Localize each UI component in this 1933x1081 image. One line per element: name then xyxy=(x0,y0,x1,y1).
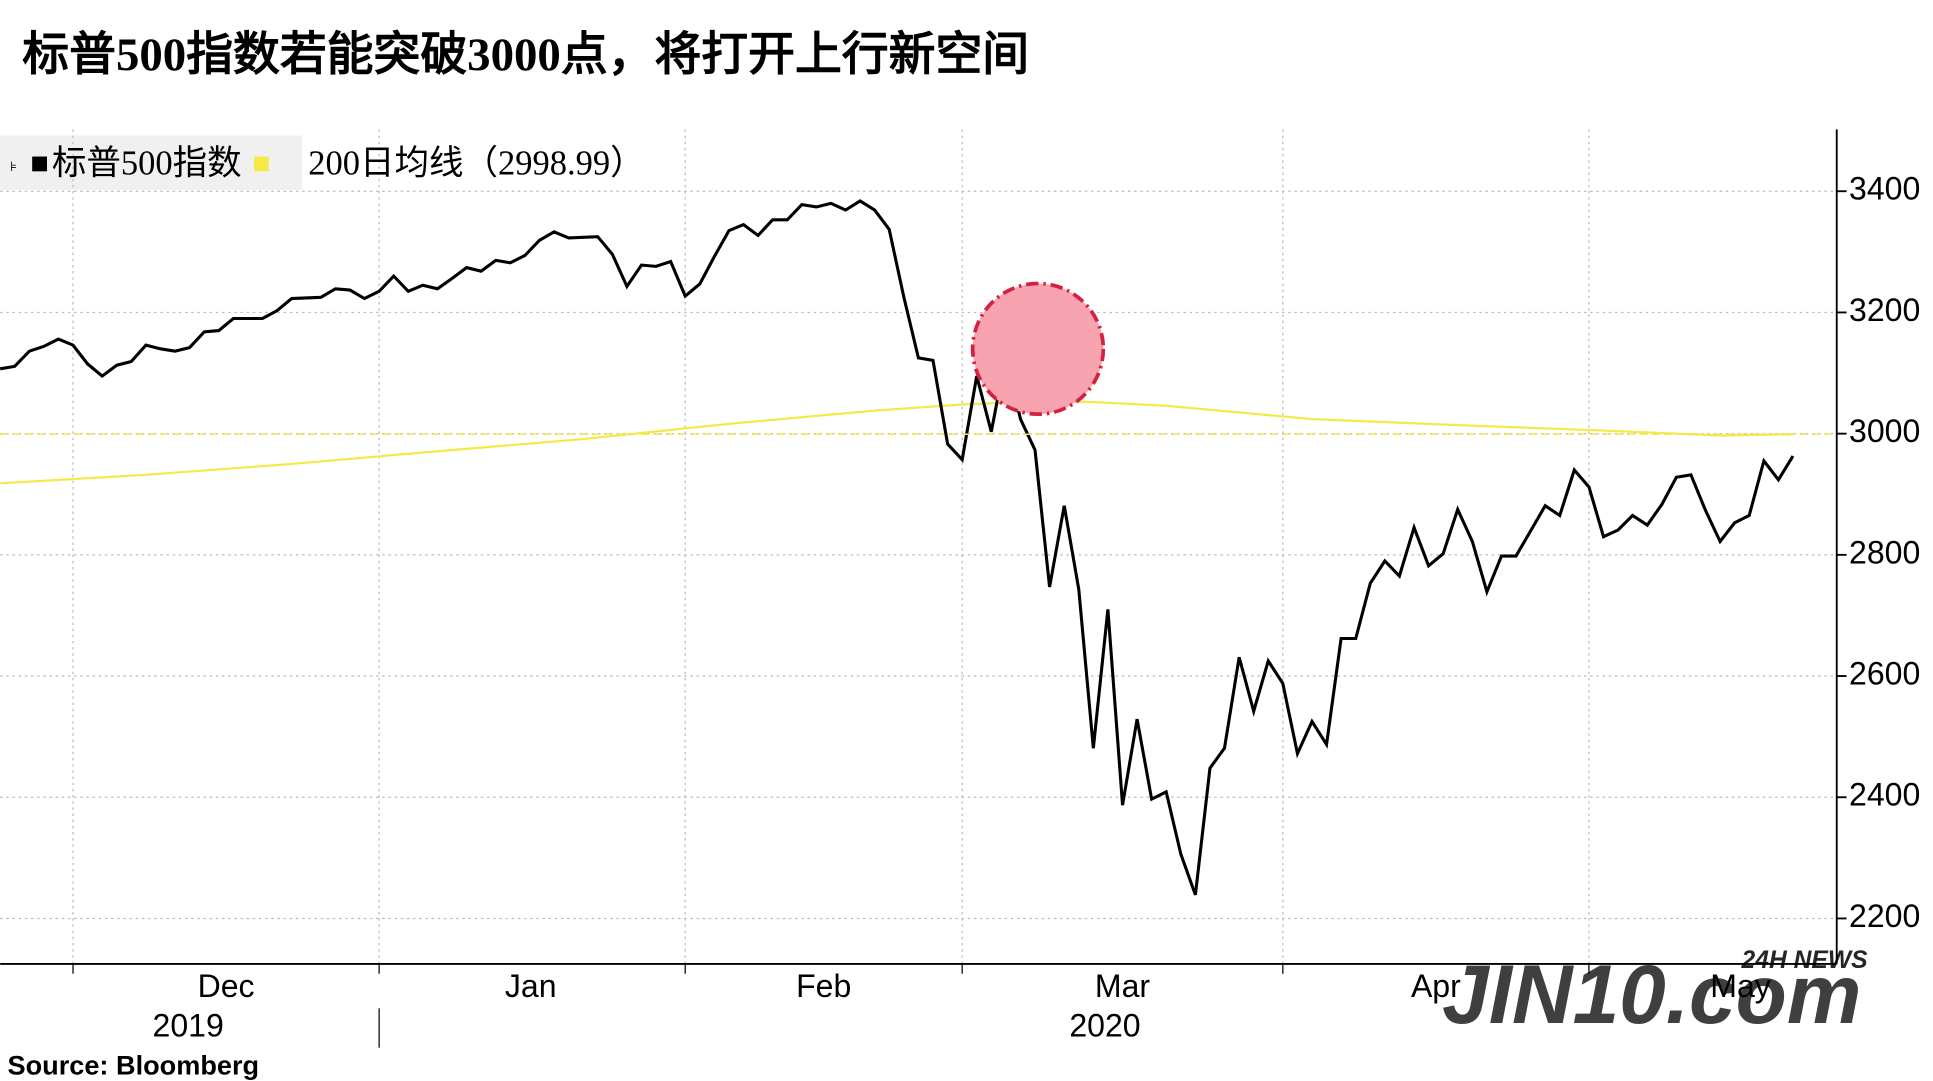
year-label: 2020 xyxy=(1069,1007,1140,1043)
watermark-tag: 24H NEWS xyxy=(1741,947,1869,974)
watermark: JIN10.com xyxy=(1442,947,1861,1041)
legend-icon: ⊧ xyxy=(10,159,17,174)
y-tick-label: 2800 xyxy=(1849,534,1920,570)
y-tick-label: 3400 xyxy=(1849,171,1920,207)
y-tick-label: 3000 xyxy=(1849,413,1920,449)
y-tick-label: 2600 xyxy=(1849,656,1920,692)
x-tick-label: Dec xyxy=(198,968,255,1004)
y-tick-label: 2400 xyxy=(1849,777,1920,813)
legend-background xyxy=(0,135,303,190)
source: Source: Bloomberg xyxy=(8,1050,260,1081)
x-tick-label: Jan xyxy=(505,968,557,1004)
x-tick-label: May xyxy=(1710,968,1771,1004)
chart-title: 标普500指数若能突破3000点，将打开上行新空间 xyxy=(22,29,1029,81)
legend-label: 200日均线（2998.99） xyxy=(308,144,644,182)
legend-label: 标普500指数 xyxy=(52,144,242,182)
legend-swatch xyxy=(253,156,269,172)
x-tick-label: Feb xyxy=(796,968,851,1004)
plot-area: 2200 2400 2600 2800 3000 3200 3400 Dec Jan Feb Mar… xyxy=(0,129,1920,1048)
legend-swatch xyxy=(32,156,47,172)
x-tick-label: Apr xyxy=(1411,968,1461,1004)
y-tick-label: 2200 xyxy=(1849,898,1920,934)
highlight-circle xyxy=(970,281,1106,417)
x-tick-label: Mar xyxy=(1095,968,1150,1004)
series-line xyxy=(0,199,1795,896)
y-tick-label: 3200 xyxy=(1849,292,1920,328)
year-label: 2019 xyxy=(153,1007,224,1043)
series-line xyxy=(0,400,1793,485)
